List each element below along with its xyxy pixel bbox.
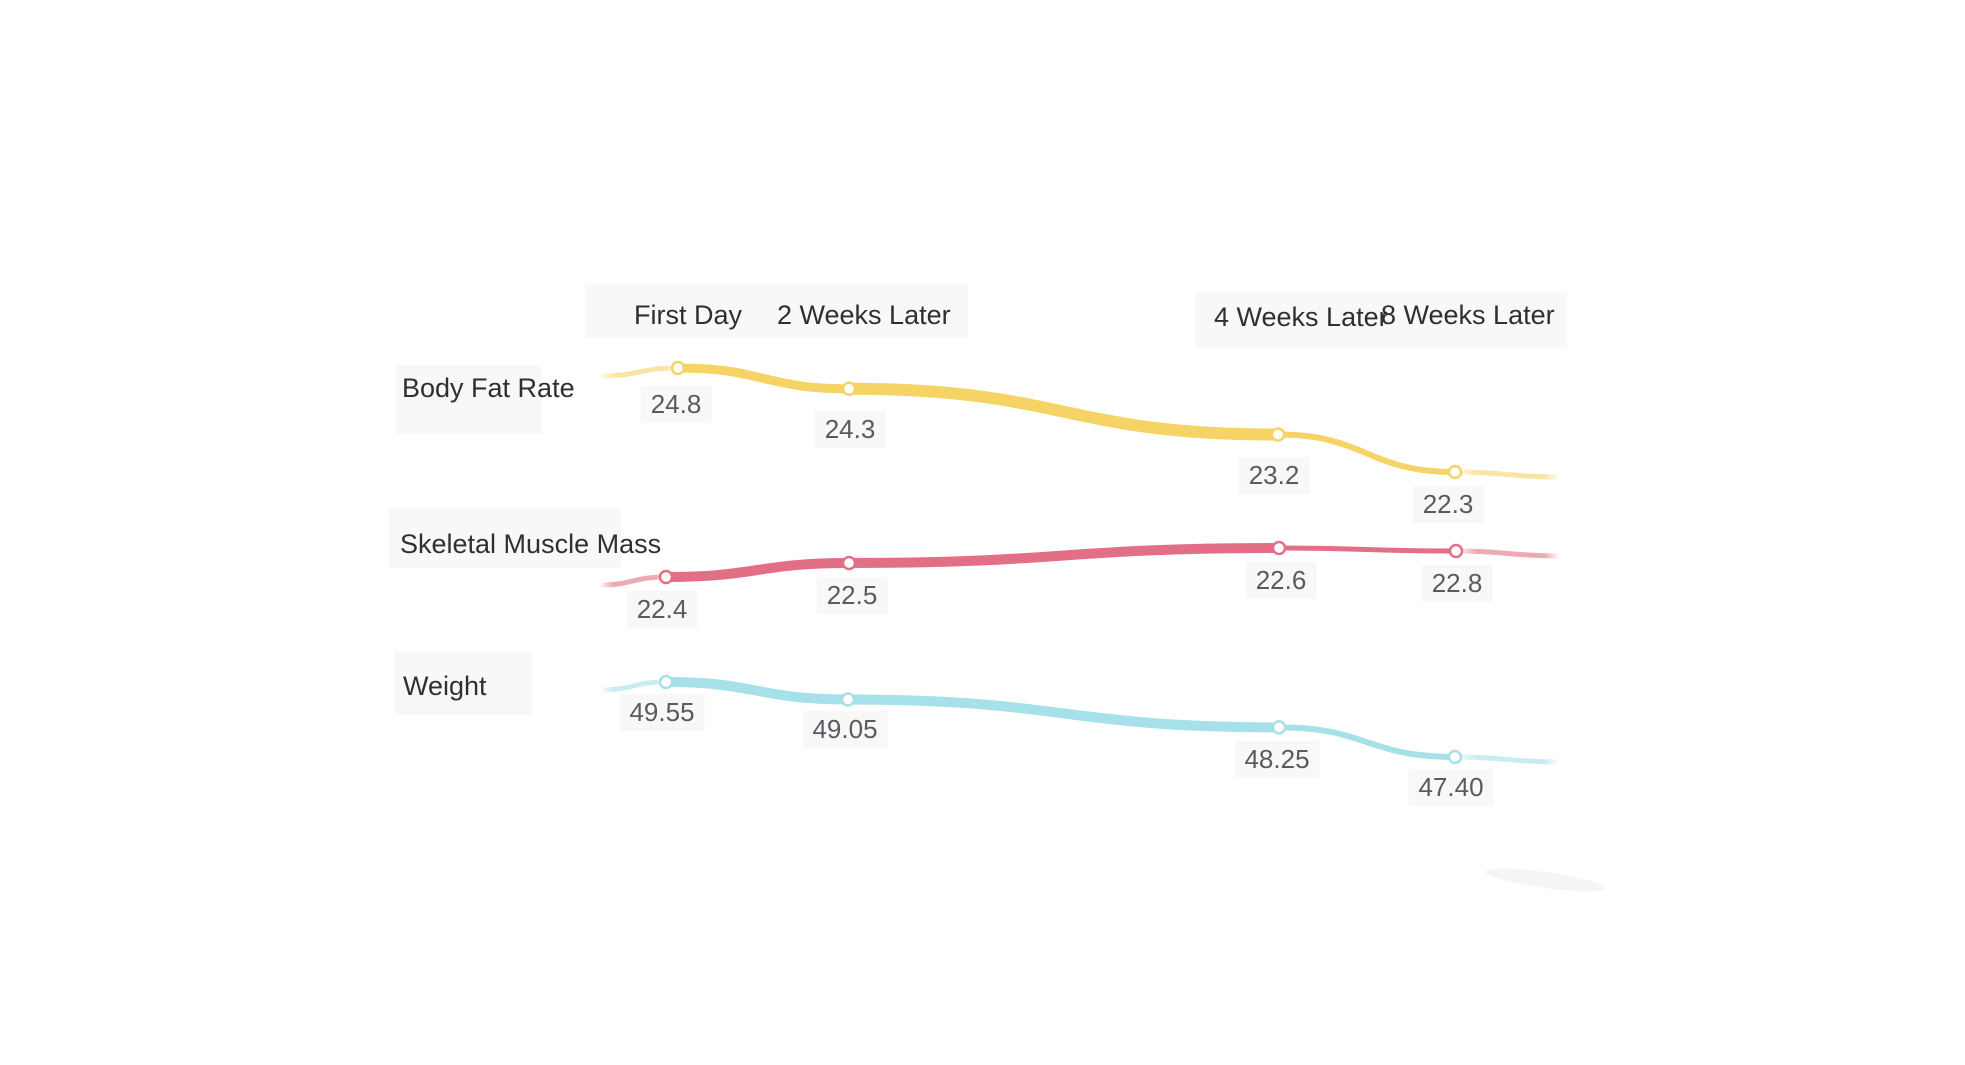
data-point-2-0[interactable] <box>658 674 674 690</box>
data-point-2-3[interactable] <box>1447 749 1463 765</box>
data-point-1-3[interactable] <box>1448 543 1464 559</box>
column-header-first-day: First Day <box>634 300 742 330</box>
series-label-body-fat-rate: Body Fat Rate <box>402 373 575 403</box>
data-point-1-0[interactable] <box>658 569 674 585</box>
row-label-box-body-fat <box>396 365 542 434</box>
data-point-2-2[interactable] <box>1271 720 1287 735</box>
data-point-0-0[interactable] <box>670 360 686 376</box>
series-label-skeletal-muscle-mass: Skeletal Muscle Mass <box>400 529 662 559</box>
data-label-2-2: 48.25 <box>1234 741 1320 779</box>
data-point-0-3[interactable] <box>1447 464 1463 480</box>
data-point-1-1[interactable] <box>841 555 857 571</box>
series-line-segment-0-3 <box>1275 431 1458 475</box>
data-label-1-3: 22.8 <box>1421 565 1493 602</box>
series-label-weight: Weight <box>403 671 487 701</box>
data-label-0-2: 23.2 <box>1238 456 1310 494</box>
data-label-1-1: 22.5 <box>816 577 888 614</box>
header-box-right <box>1195 292 1567 348</box>
data-point-0-2[interactable] <box>1270 427 1286 442</box>
data-label-1-2: 22.6 <box>1245 562 1317 599</box>
series-line-segment-1-0 <box>597 574 669 588</box>
data-label-0-3: 22.3 <box>1412 486 1484 523</box>
series-line-segment-2-1 <box>661 677 853 705</box>
series-line-segment-0-0 <box>597 365 681 379</box>
row-label-box-weight <box>394 652 532 715</box>
series-line-segment-2-0 <box>597 679 669 693</box>
series-line-segment-0-1 <box>673 363 854 394</box>
column-header-2-weeks: 2 Weeks Later <box>777 300 951 330</box>
data-label-2-1: 49.05 <box>802 711 888 749</box>
series-line-segment-2-3 <box>1276 724 1458 760</box>
series-line-segment-0-4 <box>1452 469 1563 480</box>
row-label-box-muscle <box>389 508 621 568</box>
series-line-segment-2-2 <box>843 694 1284 733</box>
header-box-left <box>585 284 968 338</box>
data-point-1-2[interactable] <box>1271 540 1287 556</box>
column-header-4-weeks: 4 Weeks Later <box>1214 302 1388 332</box>
series-line-segment-1-4 <box>1453 548 1563 559</box>
data-label-2-0: 49.55 <box>619 694 705 731</box>
data-label-0-1: 24.3 <box>814 410 886 448</box>
series-line-segment-0-2 <box>843 382 1284 441</box>
series-points <box>658 360 1464 765</box>
data-label-0-0: 24.8 <box>640 386 712 423</box>
series-lines <box>597 363 1563 765</box>
series-line-segment-1-1 <box>661 558 854 582</box>
series-line-segment-1-2 <box>844 543 1284 568</box>
data-point-0-1[interactable] <box>841 381 857 397</box>
series-line-segment-1-3 <box>1276 545 1459 554</box>
data-label-2-3: 47.40 <box>1408 769 1494 806</box>
series-line-segment-2-4 <box>1452 754 1563 765</box>
data-point-2-1[interactable] <box>840 692 856 707</box>
column-header-8-weeks: 8 Weeks Later <box>1381 300 1555 330</box>
decorative-shadow <box>1485 868 1605 892</box>
data-label-1-0: 22.4 <box>626 591 698 628</box>
